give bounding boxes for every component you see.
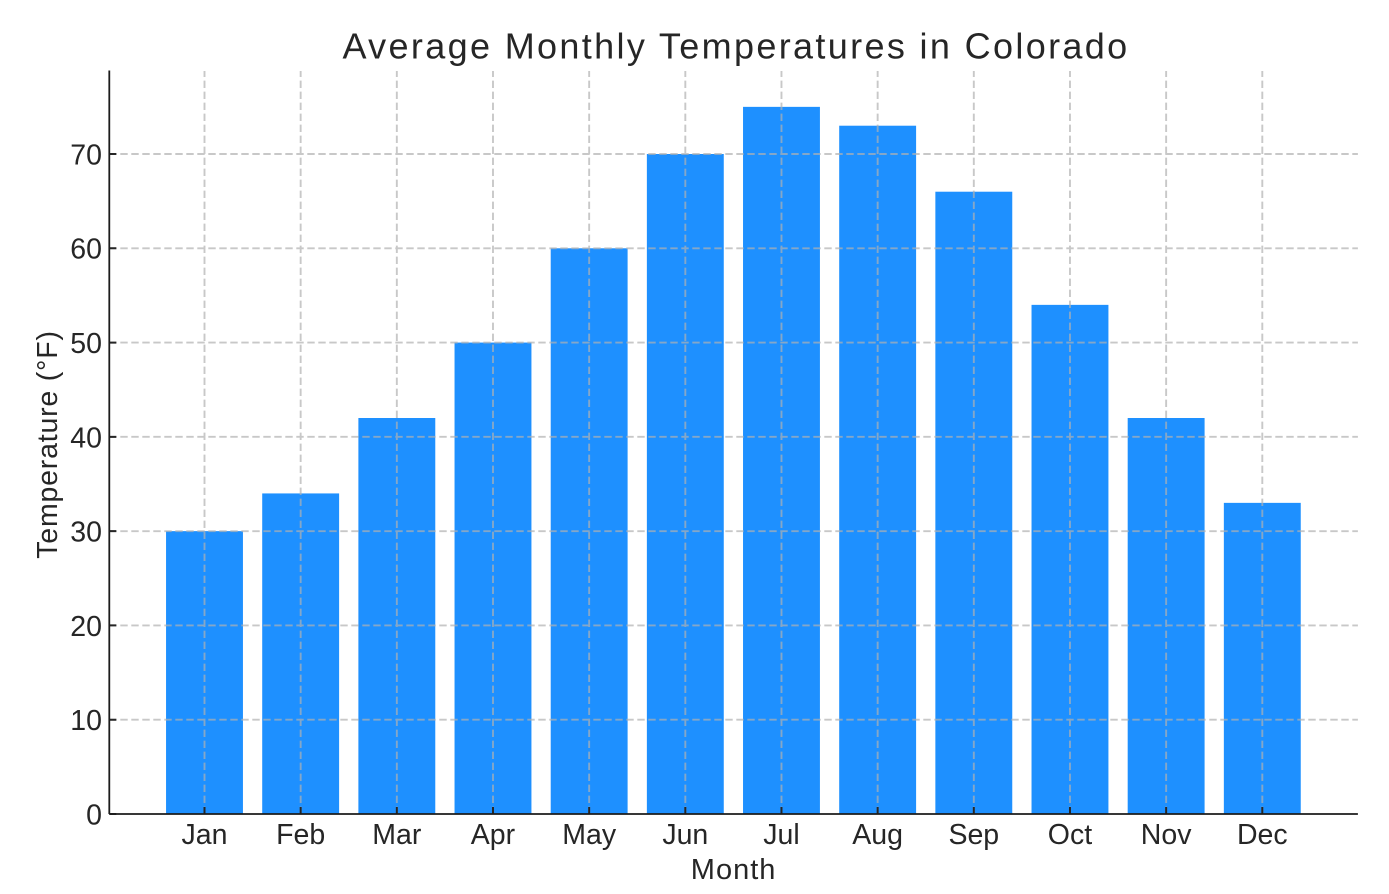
svg-text:Aug: Aug	[852, 819, 903, 851]
svg-text:Average Monthly Temperatures i: Average Monthly Temperatures in Colorado	[342, 25, 1129, 66]
svg-text:Jul: Jul	[763, 819, 799, 851]
svg-text:Temperature (°F): Temperature (°F)	[32, 330, 64, 559]
svg-text:Dec: Dec	[1237, 819, 1288, 851]
svg-text:70: 70	[70, 139, 102, 171]
svg-text:Jun: Jun	[662, 819, 708, 851]
svg-text:Month: Month	[691, 854, 777, 886]
svg-text:Apr: Apr	[471, 819, 516, 851]
svg-text:10: 10	[70, 705, 102, 737]
svg-text:30: 30	[70, 517, 102, 549]
svg-text:Nov: Nov	[1141, 819, 1192, 851]
svg-text:Oct: Oct	[1048, 819, 1092, 851]
svg-text:Mar: Mar	[372, 819, 422, 851]
svg-text:Sep: Sep	[948, 819, 999, 851]
svg-text:20: 20	[70, 611, 102, 643]
svg-text:50: 50	[70, 328, 102, 360]
svg-text:40: 40	[70, 422, 102, 454]
svg-text:Jan: Jan	[182, 819, 228, 851]
svg-text:May: May	[562, 819, 617, 851]
svg-text:0: 0	[86, 799, 102, 831]
svg-text:Feb: Feb	[276, 819, 325, 851]
svg-text:60: 60	[70, 234, 102, 266]
